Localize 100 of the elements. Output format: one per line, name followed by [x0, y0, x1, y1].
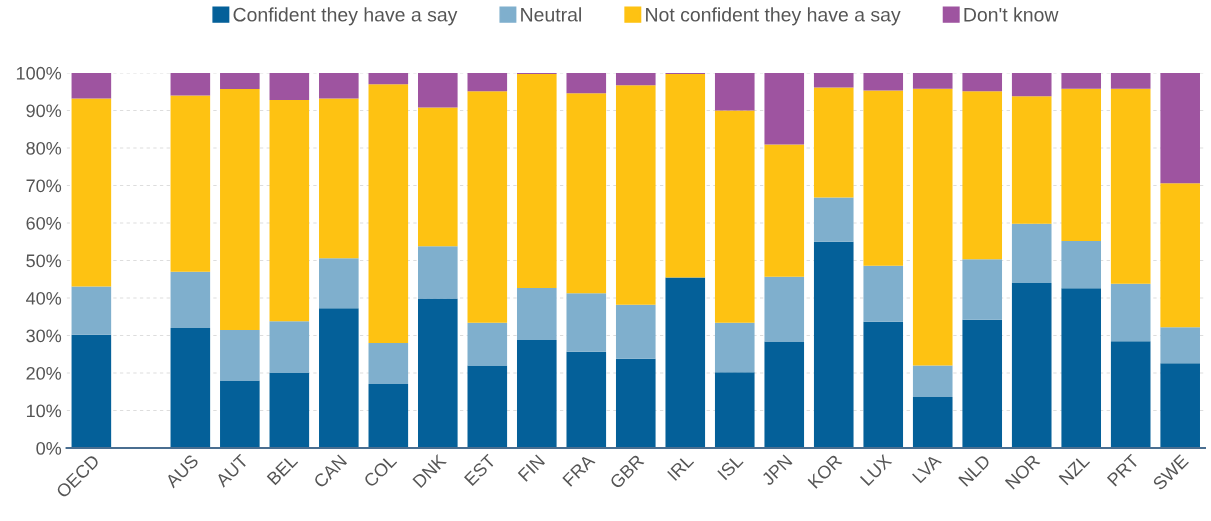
bar — [566, 293, 607, 352]
bar — [269, 373, 310, 449]
bar — [912, 72, 953, 89]
bar — [962, 259, 1003, 320]
bar — [813, 197, 854, 242]
bar — [1011, 223, 1052, 284]
x-tick-label: NZL — [1058, 453, 1091, 486]
bar — [566, 93, 607, 294]
y-tick-label: 0% — [36, 441, 62, 455]
y-tick-label: 60% — [26, 216, 62, 230]
bar — [764, 144, 805, 277]
bar — [1110, 341, 1151, 449]
bar — [516, 340, 557, 449]
bar — [368, 84, 409, 344]
bar — [1110, 283, 1151, 342]
x-tick-label: IRL — [667, 453, 695, 481]
bar — [566, 351, 607, 449]
bar — [1061, 240, 1102, 289]
y-tick-label: 90% — [26, 104, 62, 118]
bar — [1110, 88, 1151, 284]
legend-label: Not confident they have a say — [646, 7, 901, 26]
y-tick-label: 100% — [16, 66, 62, 80]
x-tick-label: COL — [363, 453, 398, 488]
x-tick-label: BEL — [266, 453, 299, 486]
bar — [1160, 183, 1200, 328]
bar — [714, 372, 755, 449]
y-tick-label: 40% — [26, 291, 62, 305]
bar — [912, 397, 953, 449]
bar — [615, 304, 656, 359]
bar — [1061, 288, 1102, 449]
bar — [418, 107, 458, 247]
bar — [170, 271, 211, 329]
bar — [220, 89, 260, 330]
bar — [764, 341, 805, 449]
bar — [71, 98, 112, 287]
y-tick-label: 50% — [26, 254, 62, 268]
bar — [566, 72, 607, 94]
bar — [665, 277, 706, 449]
bar — [71, 334, 112, 449]
bar — [170, 72, 211, 96]
bar — [368, 383, 409, 449]
bar — [319, 258, 359, 309]
bar — [813, 72, 854, 88]
x-tick-label: ISL — [717, 453, 744, 481]
x-tick-label: FRA — [562, 453, 596, 487]
bar — [962, 319, 1003, 449]
bar — [863, 90, 904, 266]
bar — [220, 72, 260, 90]
y-tick-label: 30% — [26, 329, 62, 343]
bar — [418, 246, 458, 299]
bar — [863, 265, 904, 322]
bar — [714, 322, 755, 373]
bar — [467, 91, 508, 323]
bar — [467, 322, 508, 366]
legend-label: Confident they have a say — [233, 7, 458, 26]
bar — [615, 72, 656, 86]
bar — [269, 72, 310, 100]
bar — [71, 286, 112, 335]
bar — [516, 74, 557, 288]
bar — [714, 110, 755, 323]
y-tick-label: 70% — [26, 179, 62, 193]
bar — [714, 72, 755, 111]
y-tick-label: 10% — [26, 404, 62, 418]
bar — [1061, 72, 1102, 89]
bar — [71, 72, 112, 99]
bar — [368, 72, 409, 85]
y-tick-label: 20% — [26, 366, 62, 380]
bar — [170, 328, 211, 449]
bar — [615, 85, 656, 305]
bar — [467, 365, 508, 449]
bar — [1160, 327, 1200, 364]
bar — [962, 91, 1003, 260]
bar — [319, 98, 359, 259]
bar — [319, 308, 359, 449]
bar — [863, 321, 904, 449]
bar — [220, 329, 260, 381]
bar — [368, 343, 409, 384]
bar — [269, 321, 310, 374]
bar — [912, 88, 953, 366]
bar — [418, 72, 458, 108]
bar — [1011, 72, 1052, 97]
bar — [319, 72, 359, 99]
bar — [1160, 363, 1200, 449]
bar — [1011, 96, 1052, 224]
bar — [615, 358, 656, 449]
bar — [170, 95, 211, 272]
bar — [516, 287, 557, 341]
bar — [764, 276, 805, 342]
bar — [764, 72, 805, 145]
x-tick-label: FIN — [517, 454, 545, 482]
bar — [912, 365, 953, 398]
bar — [863, 72, 904, 91]
bar — [220, 380, 260, 449]
bar — [665, 74, 706, 278]
legend-label: Neutral — [521, 7, 581, 22]
bar — [962, 72, 1003, 92]
y-tick-label: 80% — [26, 141, 62, 155]
bar — [467, 72, 508, 92]
x-tick-label: LVA — [912, 453, 942, 484]
bar — [1110, 72, 1151, 89]
